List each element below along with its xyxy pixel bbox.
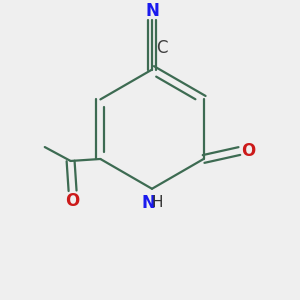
Text: N: N bbox=[141, 194, 155, 212]
Text: N: N bbox=[145, 2, 159, 20]
Text: O: O bbox=[241, 142, 255, 160]
Text: H: H bbox=[151, 195, 163, 210]
Text: C: C bbox=[156, 39, 167, 57]
Text: O: O bbox=[65, 192, 80, 210]
